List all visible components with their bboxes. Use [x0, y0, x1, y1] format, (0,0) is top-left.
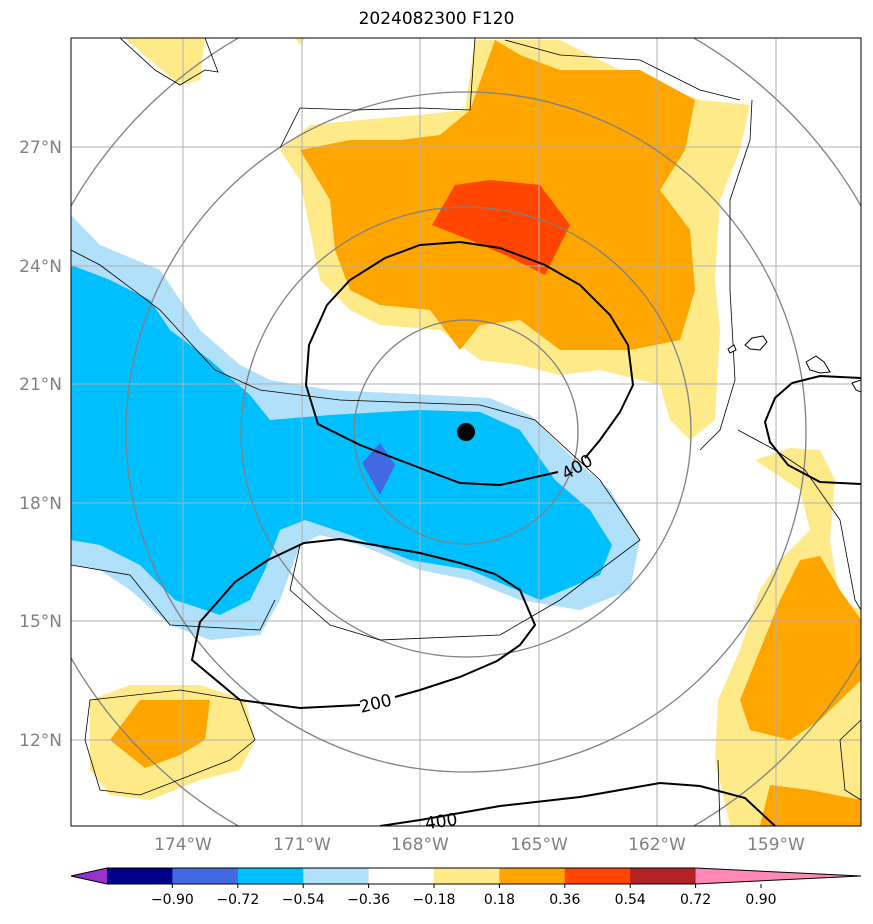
lat-label-24n: 24°N — [19, 257, 62, 277]
colorbar-tick-label: 0.36 — [549, 892, 580, 908]
colorbar-bin — [434, 868, 500, 884]
colorbar-bin — [237, 868, 304, 884]
colorbar-bin — [564, 868, 631, 884]
colorbar-tick-label: −0.54 — [282, 892, 325, 908]
colorbar-bin — [303, 868, 370, 884]
lat-label-18n: 18°N — [19, 494, 62, 514]
lon-label-165w: 165°W — [510, 835, 568, 855]
colorbar-outline — [70, 867, 862, 885]
lon-label-159w: 159°W — [747, 835, 805, 855]
map-title: 2024082300 F120 — [358, 9, 515, 29]
map-frame — [70, 37, 862, 827]
colorbar-tick-label: −0.18 — [413, 892, 456, 908]
map-axes — [71, 38, 861, 826]
colorbar-bin — [368, 868, 435, 884]
colorbar-tick-label: 0.72 — [680, 892, 711, 908]
colorbar-bin — [630, 868, 697, 884]
colorbar-tick-label: −0.72 — [216, 892, 259, 908]
orange-region-southwest — [110, 700, 210, 768]
coastlines — [727, 335, 861, 393]
lat-label-21n: 21°N — [19, 375, 62, 395]
graticule — [71, 38, 861, 826]
colorbar-tick-label: −0.36 — [347, 892, 390, 908]
contour-label-400-lower: 400 — [424, 810, 459, 834]
colorbar-bin — [499, 868, 566, 884]
lon-label-171w: 171°W — [273, 835, 331, 855]
range-rings — [71, 38, 861, 826]
storm-center-marker — [457, 423, 475, 441]
contour-lines — [190, 240, 861, 826]
lat-label-12n: 12°N — [19, 731, 62, 751]
lon-label-162w: 162°W — [628, 835, 686, 855]
lon-label-174w: 174°W — [154, 835, 212, 855]
colorbar-tick-label: 0.54 — [615, 892, 646, 908]
colorbar-tick-label: −0.90 — [151, 892, 194, 908]
orange-region-east — [740, 556, 861, 826]
colorbar-extend-low — [71, 868, 107, 884]
lat-label-27n: 27°N — [19, 138, 62, 158]
field-outline — [71, 38, 861, 826]
blue-region — [71, 265, 612, 615]
colorbar-extend-high — [695, 868, 861, 884]
lat-label-15n: 15°N — [19, 612, 62, 632]
colorbar-tick-label: 0.90 — [745, 892, 776, 908]
colorbar: −0.90 −0.72 −0.54 −0.36 −0.18 0.18 0.36 0.54 0.7… — [70, 867, 862, 908]
colorbar-tick-label: 0.18 — [484, 892, 515, 908]
colorbar-bin — [107, 868, 173, 884]
colorbar-bin — [172, 868, 239, 884]
red-region-north — [432, 180, 570, 275]
lon-label-168w: 168°W — [391, 835, 449, 855]
